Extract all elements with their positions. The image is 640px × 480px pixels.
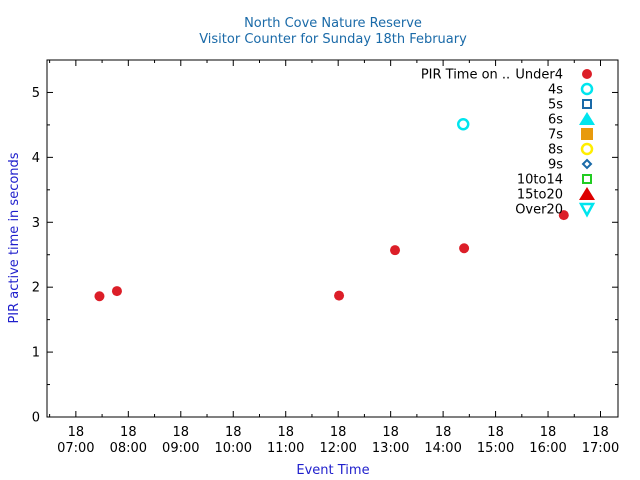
x-axis: 1807:001808:001809:001810:001811:001812:… [49,60,619,456]
x-tick-day-0: 18 [68,425,85,440]
legend-marker-8s [580,142,594,156]
x-tick-day-7: 18 [435,425,452,440]
x-axis-title: Event Time [296,463,369,478]
y-tick-label-2: 2 [32,281,40,296]
point-Under4-3 [390,245,401,256]
legend-marker-10to14 [582,174,592,184]
legend-label-5s: 5s [548,98,563,113]
x-tick-time-5: 12:00 [319,441,356,456]
data-points [94,118,569,302]
x-tick-day-3: 18 [225,425,242,440]
point-Under4-0 [94,291,105,302]
legend-label-7s: 7s [548,128,563,143]
y-axis-title: PIR active time in seconds [7,152,22,323]
y-tick-label-4: 4 [32,151,40,166]
y-tick-label-1: 1 [32,346,40,361]
point-Under4-4 [459,243,470,254]
x-tick-day-8: 18 [487,425,504,440]
legend-label-6s: 6s [548,113,563,128]
x-tick-time-3: 10:00 [215,441,252,456]
chart-subtitle: Visitor Counter for Sunday 18th February [199,32,467,47]
legend-marker-9s [581,158,593,170]
legend-label-Over20: Over20 [515,203,563,218]
legend-marker-Under4 [582,69,592,79]
y-tick-label-3: 3 [32,216,40,231]
x-tick-day-6: 18 [382,425,399,440]
legend-label-9s: 9s [548,158,563,173]
x-tick-time-7: 14:00 [424,441,461,456]
x-tick-day-2: 18 [173,425,190,440]
point-Under4-5 [558,210,569,221]
x-tick-day-9: 18 [540,425,557,440]
plot-area-border [46,59,619,418]
legend-label-4s: 4s [548,83,563,98]
x-tick-time-8: 15:00 [477,441,514,456]
legend-marker-Over20 [578,202,596,218]
x-tick-time-9: 16:00 [529,441,566,456]
x-tick-time-0: 07:00 [57,441,94,456]
x-tick-day-1: 18 [120,425,137,440]
legend-label-10to14: 10to14 [517,173,563,188]
x-tick-day-5: 18 [330,425,347,440]
x-tick-time-10: 17:00 [582,441,619,456]
legend-label-15to20: 15to20 [517,188,563,203]
x-tick-day-4: 18 [277,425,294,440]
y-tick-label-5: 5 [32,86,40,101]
legend-title: PIR Time on .. [421,68,510,83]
legend-marker-7s [581,128,593,140]
y-axis: 0 1 2 3 4 5 [32,86,618,426]
legend-marker-6s [579,112,595,125]
chart-title: North Cove Nature Reserve [244,16,422,31]
x-tick-time-6: 13:00 [372,441,409,456]
x-tick-time-1: 08:00 [110,441,147,456]
legend-marker-15to20 [579,187,595,200]
point-Under4-2 [334,290,345,301]
x-tick-time-4: 11:00 [267,441,304,456]
point-4s-0 [456,118,470,131]
y-tick-label-0: 0 [32,411,40,426]
point-Under4-1 [111,286,122,297]
legend-label-8s: 8s [548,143,563,158]
legend-marker-5s [582,99,592,109]
x-tick-time-2: 09:00 [162,441,199,456]
legend-label-Under4: Under4 [515,68,563,83]
x-tick-day-10: 18 [592,425,609,440]
legend-marker-4s [580,82,594,96]
